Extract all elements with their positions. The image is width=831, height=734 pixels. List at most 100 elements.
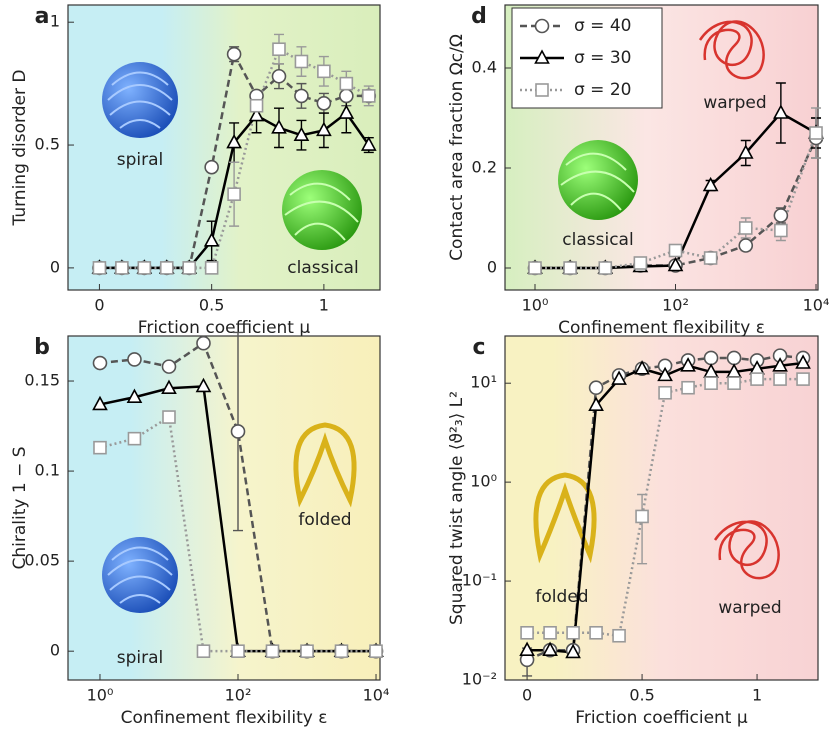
marker [360, 136, 377, 151]
x-tick-label: 10⁴ [803, 296, 830, 315]
marker [633, 256, 648, 270]
x-tick-label: 10⁰ [522, 296, 549, 315]
x-axis-label: Friction coefficient μ [575, 708, 748, 728]
marker [520, 625, 534, 640]
x-tick-label: 10² [225, 686, 252, 705]
marker [126, 388, 143, 404]
marker [542, 641, 558, 657]
classical-icon [282, 140, 638, 250]
marker [737, 144, 754, 159]
panel-letter: a [35, 4, 50, 29]
marker [738, 238, 754, 253]
marker [535, 83, 549, 97]
marker [369, 644, 383, 658]
marker [161, 359, 177, 374]
marker [196, 644, 211, 658]
legend-label: σ = 30 [574, 48, 631, 68]
marker [563, 261, 577, 275]
marker [249, 98, 264, 113]
plot-frame [67, 335, 381, 681]
marker [680, 357, 696, 372]
marker [681, 380, 695, 395]
marker [566, 625, 580, 640]
folded-icon [293, 422, 597, 564]
marker [543, 625, 557, 640]
marker [796, 372, 810, 386]
marker [294, 54, 309, 69]
y-tick-label: 0.15 [24, 371, 60, 390]
x-tick-label: 10² [662, 296, 689, 315]
marker [528, 261, 542, 275]
marker [272, 42, 286, 57]
legend-label: σ = 40 [574, 16, 631, 36]
marker [93, 440, 107, 455]
marker [704, 376, 718, 391]
y-tick-label: 1 [50, 12, 60, 31]
marker [588, 380, 604, 396]
marker [248, 106, 265, 122]
y-tick-label: 0.2 [472, 158, 497, 177]
annotation: warped [703, 93, 766, 113]
marker [809, 126, 823, 140]
x-axis-label: Confinement flexibility ε [121, 708, 328, 728]
marker [703, 350, 719, 366]
marker [203, 232, 220, 247]
y-tick-label: 0.5 [35, 135, 60, 154]
marker [589, 625, 603, 640]
x-tick-label: 10⁴ [363, 686, 390, 705]
panel-letter: d [471, 4, 487, 29]
plot-frame [504, 335, 819, 681]
marker [635, 509, 649, 524]
marker [226, 46, 242, 62]
marker [265, 644, 280, 658]
marker [361, 89, 376, 103]
marker [293, 126, 310, 142]
plot-frame [67, 4, 381, 291]
marker [127, 352, 142, 367]
annotation: spiral [117, 150, 164, 170]
marker [774, 223, 788, 238]
marker [703, 251, 718, 265]
marker [738, 221, 753, 235]
marker [612, 628, 626, 643]
x-axis-label: Friction coefficient μ [138, 318, 311, 338]
annotation: classical [562, 230, 633, 250]
marker [338, 104, 355, 119]
marker [227, 187, 241, 201]
x-tick-label: 10⁰ [87, 686, 114, 705]
marker [611, 370, 627, 385]
y-tick-label: 10⁻¹ [462, 571, 497, 590]
marker [195, 377, 212, 393]
marker [750, 372, 764, 386]
marker [92, 261, 107, 275]
marker [598, 261, 613, 275]
y-tick-label: 0.05 [24, 551, 60, 570]
x-tick-label: 0 [94, 296, 104, 315]
marker [667, 256, 684, 272]
marker [702, 176, 719, 192]
marker [127, 431, 142, 446]
marker [795, 354, 811, 369]
x-axis-label: Confinement flexibility ε [558, 318, 765, 338]
marker [231, 644, 245, 658]
marker [657, 366, 673, 382]
y-tick-label: 10¹ [470, 373, 497, 392]
annotation: warped [718, 598, 781, 618]
series-line [535, 132, 818, 270]
x-tick-label: 0.5 [199, 296, 224, 315]
marker [534, 18, 550, 34]
annotation: spiral [117, 648, 164, 668]
spiral-icon [102, 62, 178, 613]
x-tick-label: 1 [752, 686, 762, 705]
marker [317, 64, 331, 79]
marker [773, 372, 787, 386]
x-tick-label: 0 [522, 686, 532, 705]
marker [658, 385, 672, 400]
marker [161, 379, 177, 395]
marker [182, 261, 197, 275]
marker [339, 88, 354, 104]
marker [339, 76, 354, 91]
marker [534, 49, 550, 64]
y-tick-label: 0 [50, 257, 60, 276]
